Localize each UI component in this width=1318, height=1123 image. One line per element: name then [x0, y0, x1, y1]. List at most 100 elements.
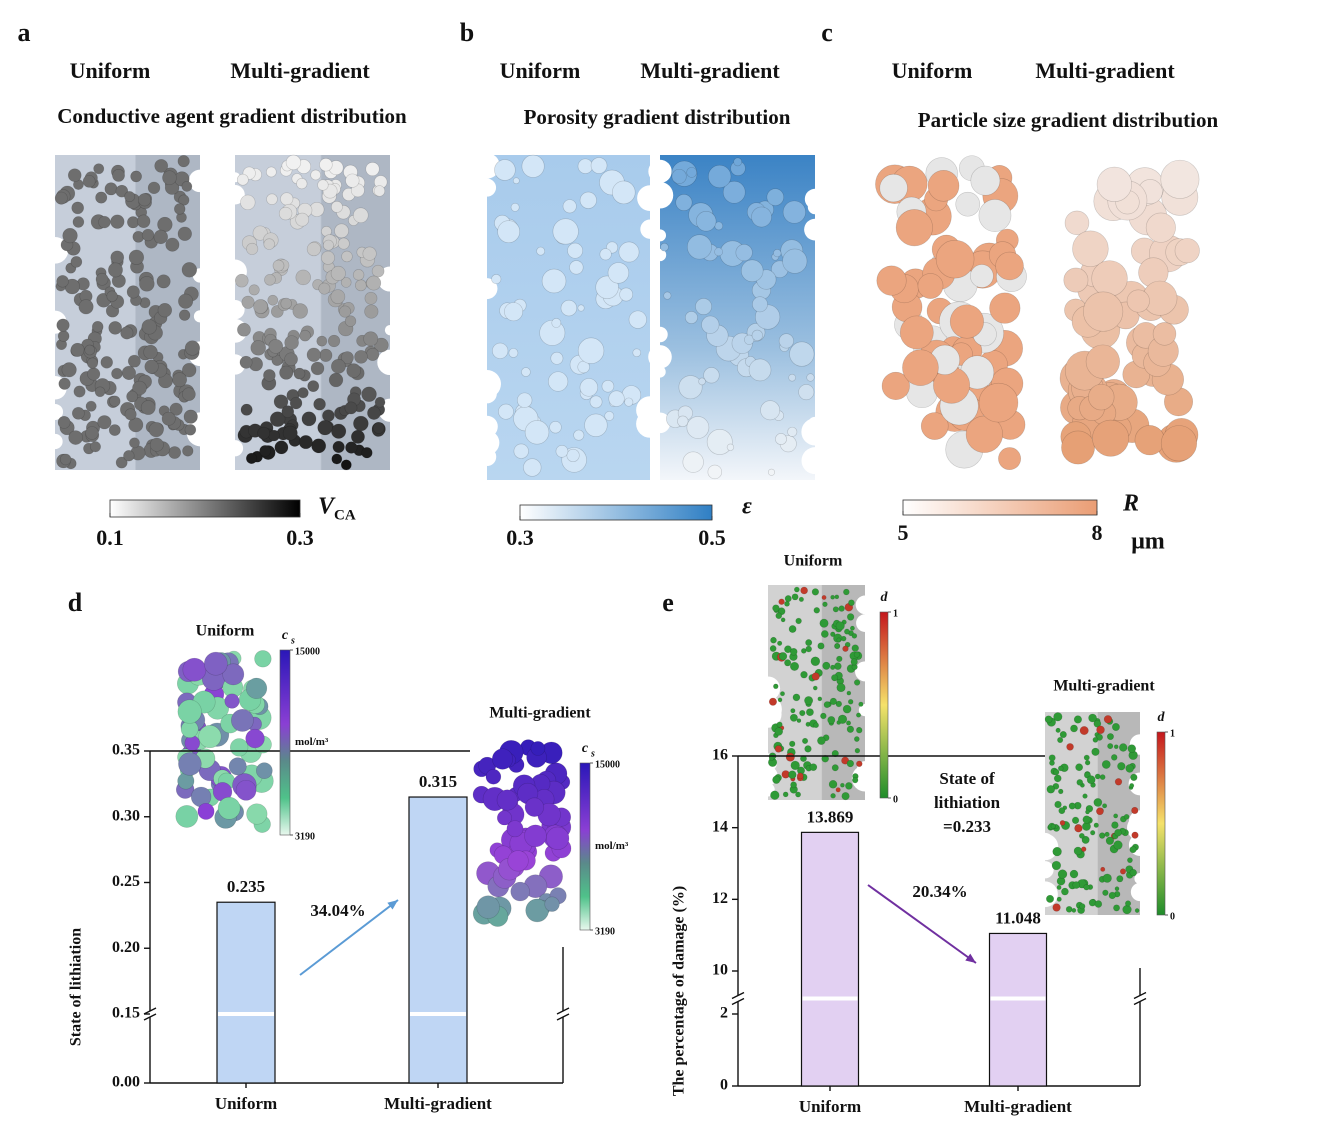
particle	[1127, 857, 1133, 864]
particle	[801, 737, 809, 745]
particle	[1145, 212, 1176, 243]
panel-letter: d	[68, 588, 83, 617]
particle	[845, 782, 853, 790]
particle	[695, 211, 717, 232]
particle	[1053, 774, 1062, 783]
particle	[632, 348, 642, 358]
particle	[798, 384, 815, 401]
particle	[1131, 806, 1139, 815]
particle	[1082, 815, 1091, 824]
particle	[280, 297, 292, 310]
particle	[222, 663, 245, 686]
particle	[70, 342, 85, 357]
particle	[778, 652, 788, 661]
particle	[86, 357, 99, 369]
axis-break-mark	[143, 1007, 157, 1015]
pore	[1031, 833, 1059, 861]
inset-colorbar-unit: mol/m³	[295, 736, 329, 748]
particle	[95, 191, 108, 204]
particle	[149, 437, 164, 452]
bar-break	[802, 996, 858, 1001]
particle	[1064, 210, 1090, 236]
particle	[1057, 869, 1068, 879]
particle	[1174, 238, 1200, 264]
particle	[799, 709, 806, 717]
y-tick-label: 0	[720, 1077, 728, 1094]
colorbar-unit: μm	[1131, 529, 1165, 555]
particle	[902, 349, 939, 386]
particle	[881, 371, 910, 401]
particle	[1054, 800, 1062, 809]
colorbar-symbol: R	[1122, 491, 1139, 517]
column-label: Multi-gradient	[230, 58, 370, 83]
particle	[856, 760, 863, 768]
particle	[899, 315, 934, 350]
particle	[780, 617, 786, 623]
particle	[1052, 846, 1062, 857]
particle	[255, 762, 273, 779]
particle	[858, 701, 864, 707]
particle	[536, 246, 546, 256]
particle	[1129, 783, 1135, 789]
particle	[879, 173, 908, 203]
particle	[115, 456, 128, 469]
pore	[474, 430, 500, 456]
particle	[327, 334, 341, 348]
particle	[491, 274, 502, 285]
pore	[653, 248, 667, 262]
particle	[1051, 860, 1062, 871]
particle	[998, 447, 1022, 471]
particle	[830, 631, 836, 637]
particle	[787, 426, 798, 437]
particle	[828, 779, 838, 789]
particle	[140, 400, 156, 415]
particle	[328, 372, 344, 388]
inset-colorbar-symbol: c	[582, 741, 589, 756]
particle	[550, 351, 564, 365]
particle	[813, 722, 819, 729]
particle	[555, 445, 569, 458]
particle	[577, 158, 594, 174]
particle	[1075, 763, 1084, 772]
particle	[120, 326, 134, 340]
particle	[476, 895, 500, 919]
inset-colorbar-symbol: d	[881, 590, 889, 605]
particle	[1124, 900, 1132, 907]
inset-colorbar-unit: mol/m³	[595, 840, 629, 852]
particle	[341, 250, 353, 263]
particle	[829, 697, 838, 705]
particle	[54, 191, 68, 205]
particle	[374, 396, 386, 408]
particle	[766, 188, 785, 206]
particle	[611, 180, 636, 205]
particle	[1114, 886, 1120, 892]
pore	[474, 153, 500, 179]
particle	[760, 400, 781, 421]
bar-break	[410, 1012, 466, 1016]
particle	[836, 637, 842, 643]
particle	[271, 354, 283, 366]
particle	[182, 362, 197, 378]
particle	[317, 179, 329, 191]
particle	[1058, 788, 1064, 795]
particle	[1102, 889, 1109, 896]
particle	[89, 441, 101, 453]
column-label: Uniform	[70, 58, 151, 83]
particle	[796, 772, 804, 780]
rendering	[472, 739, 572, 927]
particle	[508, 348, 519, 358]
pore	[804, 218, 826, 241]
particle	[516, 392, 533, 408]
particle	[61, 362, 77, 378]
particle	[71, 201, 84, 215]
inset-colorbar-tick-label: 0	[1170, 911, 1175, 922]
pore	[648, 345, 672, 369]
particle	[1160, 425, 1198, 462]
particle	[1073, 715, 1083, 724]
particle	[1107, 743, 1114, 750]
particle	[1160, 159, 1200, 199]
particle	[234, 273, 249, 288]
particle	[832, 606, 839, 613]
particle	[545, 826, 570, 850]
particle	[686, 167, 698, 178]
